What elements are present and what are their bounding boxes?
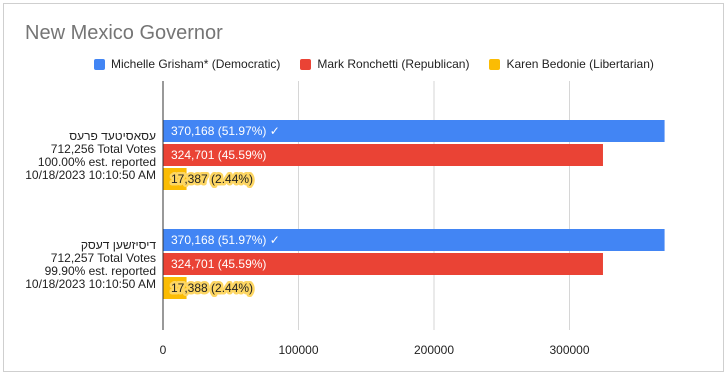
x-tick-label: 300000 [549, 343, 589, 357]
x-tick-label: 100000 [278, 343, 318, 357]
bar [163, 253, 603, 275]
data-label-highlight: 17,388 (2.44%) [171, 281, 253, 295]
legend-label-democratic: Michelle Grisham* (Democratic) [111, 57, 281, 71]
legend-item-republican[interactable]: Mark Ronchetti (Republican) [300, 57, 469, 71]
legend-label-libertarian: Karen Bedonie (Libertarian) [506, 57, 654, 71]
data-label: 324,701 (45.59%) [171, 148, 266, 162]
bar [163, 168, 187, 190]
category-label: דיסיזשען דעסק [81, 238, 157, 252]
x-tick-label: 200000 [414, 343, 454, 357]
category-label: 99.90% est. reported [45, 264, 156, 278]
category-label: 712,256 Total Votes [51, 142, 156, 156]
bar [163, 144, 603, 166]
legend-swatch-democratic [94, 58, 105, 70]
legend-label-republican: Mark Ronchetti (Republican) [317, 57, 470, 71]
data-label: 17,387 (2.44%) [171, 172, 253, 186]
bar [163, 277, 187, 299]
legend-item-democratic[interactable]: Michelle Grisham* (Democratic) [94, 57, 280, 71]
bar [163, 229, 665, 251]
data-label: 370,168 (51.97%) ✓ [171, 233, 280, 247]
data-label: 17,388 (2.44%) [171, 281, 253, 295]
chart-title: New Mexico Governor [25, 22, 223, 44]
data-label-highlight: 17,387 (2.44%) [171, 172, 253, 186]
legend-swatch-libertarian [489, 58, 501, 70]
plot-area: 0 100000 200000 300000 370,168 (51.97%) ✓ 324… [25, 81, 665, 357]
category-label: עסאסיטעד פרעס [69, 129, 156, 143]
legend-swatch-republican [300, 58, 312, 70]
category-label: 712,257 Total Votes [51, 251, 156, 265]
chart-frame: New Mexico Governor Michelle Grisham* (D… [3, 3, 724, 372]
category-label: 100.00% est. reported [38, 155, 156, 169]
category-label: 10/18/2023 10:10:50 AM [25, 168, 156, 182]
data-label: 370,168 (51.97%) ✓ [171, 124, 280, 138]
chart-legend: Michelle Grisham* (Democratic) Mark Ronc… [94, 57, 674, 71]
x-tick-label: 0 [160, 343, 167, 357]
data-label: 324,701 (45.59%) [171, 257, 266, 271]
category-label: 10/18/2023 10:10:50 AM [25, 277, 156, 291]
legend-item-libertarian[interactable]: Karen Bedonie (Libertarian) [489, 57, 654, 71]
bar [163, 120, 665, 142]
